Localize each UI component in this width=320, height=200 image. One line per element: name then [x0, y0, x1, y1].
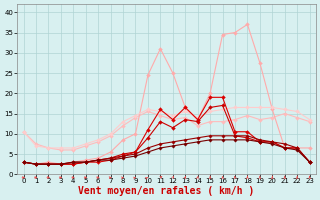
X-axis label: Vent moyen/en rafales ( km/h ): Vent moyen/en rafales ( km/h ): [78, 186, 255, 196]
